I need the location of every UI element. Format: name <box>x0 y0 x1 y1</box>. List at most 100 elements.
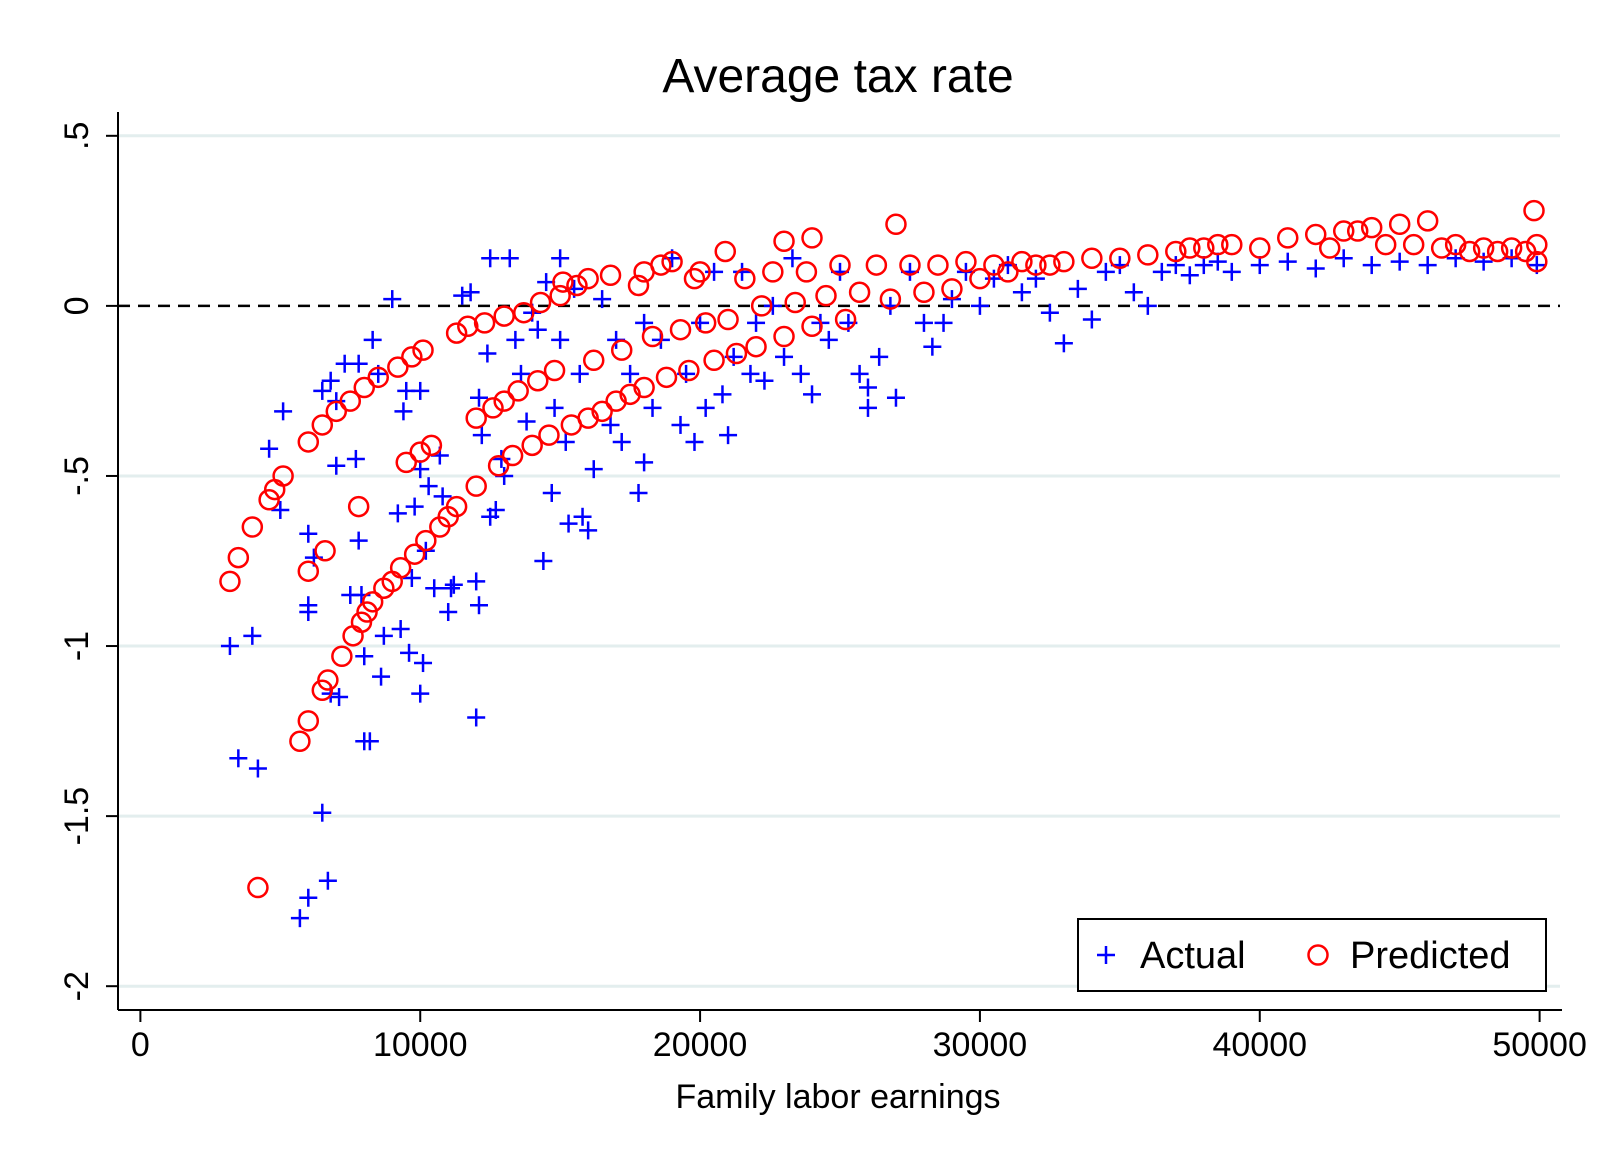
predicted-point <box>1249 237 1271 259</box>
actual-point <box>1012 283 1031 302</box>
predicted-point <box>913 281 935 304</box>
actual-point <box>593 290 612 309</box>
predicted-point <box>1500 237 1523 259</box>
actual-point <box>914 313 933 332</box>
predicted-point <box>339 390 362 412</box>
predicted-point <box>297 431 320 453</box>
x-tick-label: 50000 <box>1492 1026 1587 1064</box>
actual-point <box>388 504 407 523</box>
predicted-point <box>669 318 692 341</box>
predicted-point <box>1402 233 1425 256</box>
actual-point <box>1418 256 1437 275</box>
actual-point <box>330 688 349 707</box>
predicted-point <box>599 264 622 287</box>
actual-point <box>1138 296 1157 315</box>
predicted-point <box>1179 237 1201 259</box>
predicted-point <box>401 346 423 368</box>
predicted-point <box>834 308 857 331</box>
actual-point <box>1068 279 1087 298</box>
predicted-point <box>605 390 627 412</box>
actual-point <box>425 579 444 598</box>
predicted-point <box>801 315 823 338</box>
legend: Actual Predicted <box>1077 918 1547 992</box>
predicted-point <box>457 315 479 338</box>
actual-point <box>321 371 340 390</box>
actual-point <box>733 262 752 281</box>
predicted-point <box>219 570 241 593</box>
predicted-point <box>465 475 487 497</box>
actual-point <box>478 344 497 363</box>
predicted-point <box>795 261 818 283</box>
actual-point <box>271 500 290 519</box>
actual-point <box>1180 266 1199 285</box>
actual-point <box>1082 310 1101 329</box>
predicted-point <box>1318 237 1341 259</box>
predicted-point <box>717 308 739 331</box>
actual-point <box>346 449 365 468</box>
predicted-point <box>361 591 384 613</box>
actual-point <box>691 313 710 332</box>
predicted-point <box>650 254 672 276</box>
x-tick-label: 40000 <box>1212 1026 1307 1064</box>
actual-point <box>1026 269 1045 288</box>
actual-point <box>537 273 556 292</box>
predicted-point <box>848 281 871 304</box>
predicted-point <box>1430 237 1453 259</box>
actual-point <box>374 626 393 645</box>
predicted-point <box>529 291 552 314</box>
actual-point <box>1040 303 1059 322</box>
predicted-point <box>714 240 737 263</box>
predicted-point <box>272 465 294 487</box>
actual-point <box>886 388 905 407</box>
predicted-point <box>311 414 334 436</box>
predicted-point <box>1221 233 1243 256</box>
actual-point <box>1250 256 1269 275</box>
legend-label-actual: Actual <box>1140 935 1246 977</box>
legend-box <box>1077 918 1547 992</box>
actual-point <box>741 364 760 383</box>
predicted-point <box>314 540 336 562</box>
actual-point <box>360 732 379 751</box>
actual-point <box>923 337 942 356</box>
predicted-point <box>1526 250 1548 273</box>
actual-point <box>570 364 589 383</box>
actual-point <box>755 371 774 390</box>
actual-point <box>1362 256 1381 275</box>
predicted-point <box>591 400 613 423</box>
actual-point <box>621 364 640 383</box>
predicted-point <box>389 557 412 579</box>
actual-point <box>713 385 732 404</box>
actual-point <box>394 402 413 421</box>
actual-point <box>1096 262 1115 281</box>
predicted-point <box>1207 233 1229 256</box>
actual-point <box>685 432 704 451</box>
actual-point <box>850 364 869 383</box>
actual-point <box>819 330 838 349</box>
predicted-point <box>1304 223 1327 246</box>
predicted-point <box>325 400 348 423</box>
chart-title: Average tax rate <box>662 50 1013 103</box>
predicted-point <box>983 254 1005 276</box>
predicted-point <box>297 560 320 582</box>
actual-point <box>467 572 486 591</box>
predicted-point <box>1039 254 1061 276</box>
predicted-point <box>227 546 250 569</box>
predicted-point <box>465 407 487 429</box>
predicted-point <box>415 529 437 552</box>
predicted-point <box>1081 247 1103 270</box>
actual-point <box>405 497 424 516</box>
predicted-point <box>445 322 468 344</box>
actual-point <box>934 313 953 332</box>
predicted-point <box>549 284 571 307</box>
actual-point <box>671 415 690 434</box>
predicted-point <box>750 295 773 317</box>
actual-point <box>243 626 262 645</box>
predicted-point <box>678 359 700 382</box>
actual-point <box>1474 252 1493 271</box>
predicted-point <box>347 495 370 518</box>
predicted-point <box>619 383 641 406</box>
actual-point <box>439 603 458 622</box>
x-tick-label: 0 <box>131 1026 150 1064</box>
predicted-point <box>1277 227 1299 249</box>
predicted-point <box>1486 240 1509 263</box>
